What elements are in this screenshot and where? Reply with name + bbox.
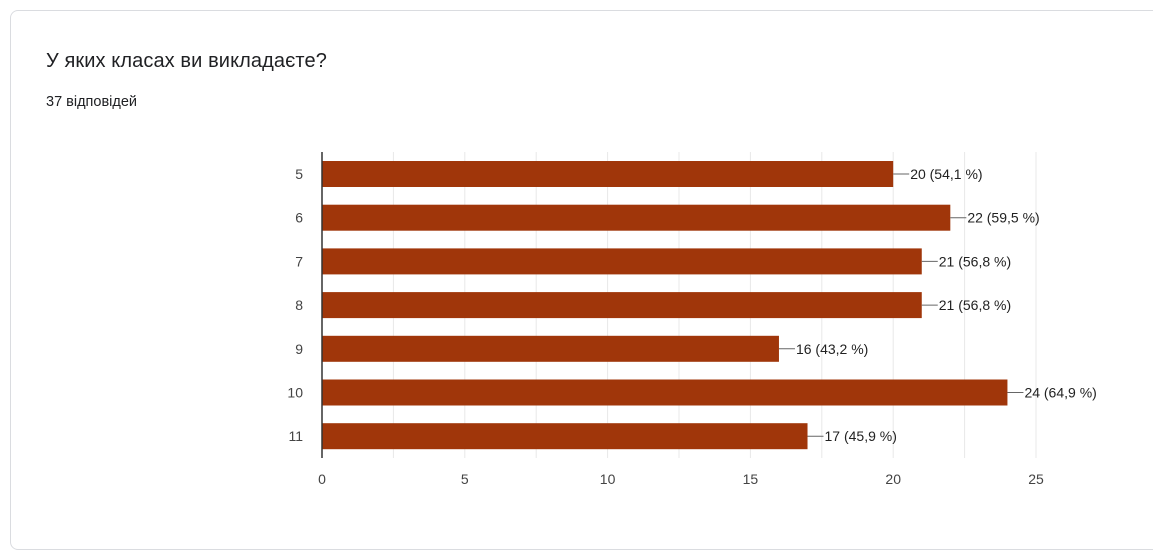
x-tick-label: 10 [600, 471, 616, 487]
category-label: 7 [295, 253, 303, 269]
response-count-number: 37 [46, 94, 63, 110]
x-tick-label: 25 [1028, 471, 1044, 487]
bar [322, 161, 894, 187]
response-count-label: відповідей [66, 94, 138, 110]
category-label: 11 [288, 428, 303, 444]
category-label: 8 [295, 297, 303, 313]
bar [322, 204, 951, 231]
data-label: 21 (56,8 %) [939, 297, 1011, 313]
category-label: 6 [295, 210, 303, 226]
x-tick-label: 0 [318, 471, 326, 487]
bar [322, 379, 1008, 406]
x-tick-label: 5 [461, 471, 469, 487]
category-label: 10 [287, 385, 303, 401]
x-tick-label: 20 [885, 471, 901, 487]
bar [322, 248, 922, 275]
category-label: 9 [295, 341, 303, 357]
data-label: 16 (43,2 %) [796, 341, 868, 357]
bar [322, 292, 922, 319]
response-count: 37 відповідей [46, 94, 137, 110]
question-card [10, 10, 1153, 550]
x-tick-label: 15 [743, 471, 759, 487]
data-label: 21 (56,8 %) [939, 253, 1011, 269]
bar-chart: 20 (54,1 %) 5 22 (59,5 %) 6 21 (56,8 %) 7 21 (… [287, 152, 1097, 487]
question-title: У яких класах ви викладаєте? [46, 50, 327, 72]
data-label: 22 (59,5 %) [967, 210, 1039, 226]
bar [322, 423, 808, 450]
data-label: 24 (64,9 %) [1024, 385, 1096, 401]
data-label: 17 (45,9 %) [825, 428, 897, 444]
category-label: 5 [295, 166, 303, 182]
data-label: 20 (54,1 %) [910, 166, 982, 182]
bar [322, 335, 779, 362]
